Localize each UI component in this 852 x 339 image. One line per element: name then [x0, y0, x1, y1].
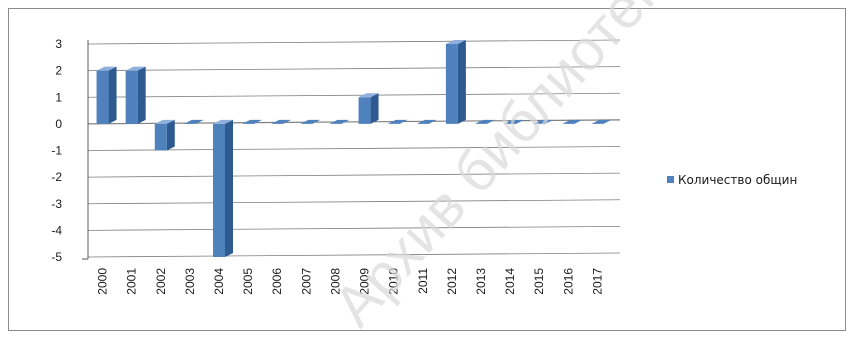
gridline: [87, 66, 621, 72]
x-tick-label: 2004: [212, 268, 226, 295]
bar-base: [562, 119, 583, 124]
y-tick-label: 3: [55, 37, 62, 51]
x-tick-label: 2013: [474, 268, 488, 295]
gridline: [87, 252, 621, 258]
gridlines: [82, 39, 621, 260]
y-tick-label: -5: [51, 250, 62, 264]
bar-base: [242, 119, 263, 124]
bars: [96, 40, 612, 257]
x-tick-label: 2012: [445, 268, 459, 295]
x-tick-label: 2003: [183, 268, 197, 295]
bar: [416, 119, 437, 124]
bar-top: [96, 66, 117, 71]
bar-top: [154, 119, 175, 124]
bar-base: [504, 119, 525, 124]
bar: [154, 119, 175, 151]
bar-side: [108, 66, 117, 124]
bar-side: [137, 66, 146, 124]
bar: [125, 66, 146, 124]
y-tick-label: -4: [51, 223, 62, 237]
bar-side: [370, 93, 379, 124]
bar: [329, 119, 350, 124]
bar-front: [125, 70, 138, 124]
x-tick-label: 2007: [299, 268, 313, 295]
bar-base: [416, 119, 437, 124]
bar-base: [329, 119, 350, 124]
x-tick-label: 2001: [125, 268, 139, 295]
x-tick-label: 2016: [561, 268, 575, 295]
legend-swatch: [667, 176, 674, 183]
bar-front: [96, 70, 109, 124]
bar-top: [125, 66, 146, 71]
gridline: [87, 225, 621, 231]
bar: [242, 119, 263, 124]
bar: [213, 119, 233, 257]
x-tick-label: 2006: [270, 268, 284, 295]
x-tick-label: 2005: [241, 268, 255, 295]
bar-base: [271, 119, 292, 124]
bar-base: [183, 119, 204, 124]
x-tick-label: 2008: [328, 268, 342, 295]
bar: [96, 66, 117, 124]
y-tick-label: 1: [55, 90, 62, 104]
y-axis-ticks: 3 2 1 0 -1 -2 -3 -4 -5: [51, 37, 62, 264]
bar-side: [457, 40, 466, 124]
bar-side: [166, 119, 175, 151]
bar-front: [154, 123, 167, 151]
legend: Количество общин: [667, 173, 797, 187]
x-tick-label: 2015: [532, 268, 546, 295]
y-tick-label: 0: [55, 117, 62, 131]
bar: [445, 40, 466, 124]
x-tick-label: 2014: [503, 268, 517, 295]
y-tick-label: 2: [55, 64, 62, 78]
bar: [475, 119, 495, 124]
gridline: [87, 172, 621, 178]
bar: [562, 119, 583, 124]
bar-side: [225, 119, 233, 257]
legend-label: Количество общин: [678, 173, 797, 187]
bar-top: [445, 40, 466, 44]
y-tick-label: -1: [51, 144, 62, 158]
x-tick-label: 2011: [416, 268, 430, 294]
chart-border: [8, 8, 846, 331]
bar: [533, 119, 554, 124]
bar-base: [300, 119, 321, 124]
bar-base: [475, 119, 495, 124]
bar-front: [445, 44, 458, 124]
bar-top: [213, 119, 233, 124]
bar: [504, 119, 525, 124]
bar-top: [358, 93, 379, 98]
bar-base: [387, 119, 408, 124]
bar: [358, 93, 379, 124]
bar-base: [591, 119, 612, 124]
bar: [591, 119, 612, 124]
bar-base: [533, 119, 554, 124]
bar: [271, 119, 292, 124]
gridline: [87, 39, 621, 45]
gridline: [87, 119, 621, 125]
x-axis-ticks: 2000 2001 2002 2003 2004 2005 2006 2007 2008 2009…: [96, 268, 605, 295]
bar: [183, 119, 204, 124]
x-tick-label: 2010: [387, 268, 401, 295]
gridline: [87, 199, 621, 205]
bar: [300, 119, 321, 124]
bar: [387, 119, 408, 124]
gridline: [87, 146, 621, 151]
bar-front: [213, 123, 225, 257]
y-tick-label: -3: [51, 197, 62, 211]
gridline: [87, 92, 621, 98]
x-tick-label: 2017: [590, 268, 604, 295]
y-tick-label: -2: [51, 170, 62, 184]
bar-front: [358, 97, 371, 124]
x-tick-label: 2009: [358, 268, 372, 295]
x-tick-label: 2000: [96, 268, 110, 295]
x-tick-label: 2002: [154, 268, 168, 295]
